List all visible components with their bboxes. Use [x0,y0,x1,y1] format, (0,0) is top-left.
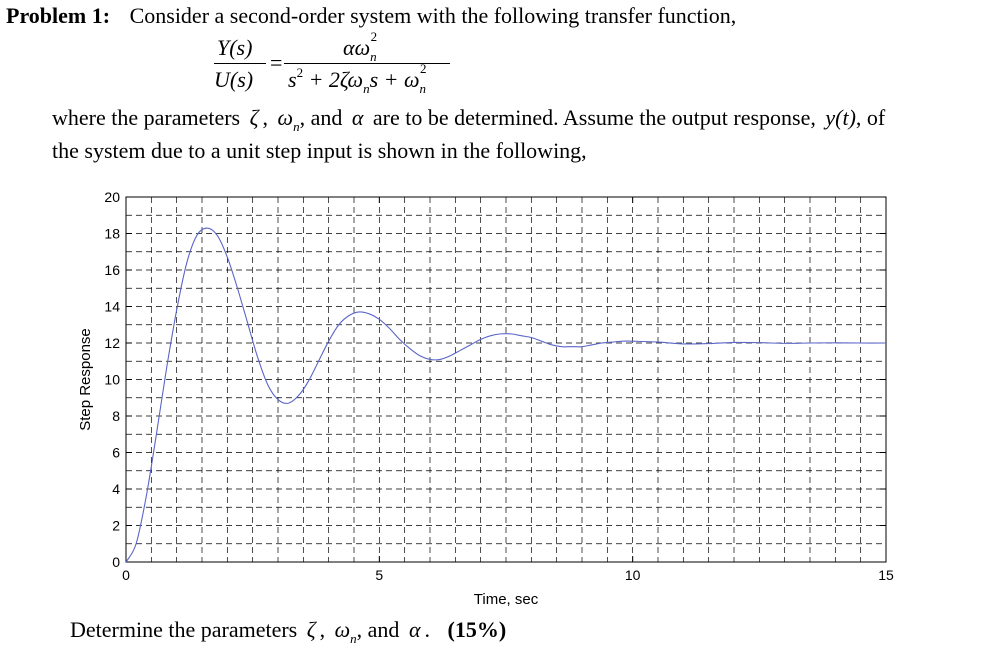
comma: , [262,105,269,130]
text-segment: , and [356,617,400,642]
text-segment: Determine the parameters [70,617,298,642]
subscript-n: n [370,49,377,64]
parameters-line: where the parameters ζ, ωn, and α are to… [52,105,885,134]
den-sub-n-1: n [363,81,370,96]
text-segment: are to be determined. Assume the output … [372,105,816,130]
lhs-fraction-bar [214,63,266,65]
y-of-t: y(t) [825,105,856,130]
x-axis-label: Time, sec [474,591,539,608]
rhs-fraction-bar [284,63,450,65]
rhs-denominator: s2 + 2ζωns + ωn2 [288,61,433,96]
alpha-symbol: α [408,617,421,642]
omega-symbol: ω [334,617,351,642]
equals-sign: = [270,50,283,75]
y-tick-label: 18 [104,226,120,242]
lhs-numerator: Y(s) [217,35,253,60]
y-tick-label: 16 [104,262,120,278]
chart-grid [126,197,886,562]
comma: , [319,617,326,642]
system-line: the system due to a unit step input is s… [52,138,587,163]
den-sup-2: 2 [420,61,427,76]
y-axis-label: Step Response [77,328,94,431]
y-tick-label: 6 [112,445,120,461]
problem-label: Problem 1: [6,3,111,28]
y-tick-label: 14 [104,299,120,315]
omega-symbol: ω [277,105,294,130]
lhs-denominator: U(s) [214,67,254,92]
alpha-symbol: α [351,105,364,130]
problem-heading: Problem 1: Consider a second-order syste… [6,3,736,29]
step-response-curve [125,227,887,563]
chart-tick-labels: 0 5 10 15 0 2 4 6 8 10 12 14 16 18 20 [104,189,894,583]
zeta-symbol: ζ [306,617,316,642]
text-segment: , of [855,105,886,130]
den-mid: + 2ζω [308,67,364,92]
x-tick-label: 10 [625,567,641,583]
den-s: s [288,67,297,92]
step-response-chart: 0 5 10 15 0 2 4 6 8 10 12 14 16 18 20 Time, sec Step R… [77,189,894,608]
question-line: Determine the parameters ζ, ωn, and α. (… [70,617,506,646]
zeta-symbol: ζ [249,105,259,130]
y-tick-label: 0 [112,554,120,570]
alpha-symbol: α [343,35,355,60]
den-sub-n-2: n [419,81,427,96]
y-tick-label: 4 [112,481,120,497]
points-badge: (15%) [447,617,507,642]
x-tick-label: 5 [375,567,383,583]
text-segment: , and [299,105,343,130]
omega-symbol: ω [354,35,371,60]
den-s-sup: 2 [296,65,304,80]
subscript-n: n [350,631,357,646]
subscript-n: n [293,119,300,134]
y-tick-label: 2 [112,518,120,534]
superscript-2: 2 [370,29,378,44]
problem-intro: Consider a second-order system with the … [129,3,737,28]
den-end: s + ω [369,67,420,92]
text-segment: where the parameters [52,105,241,130]
y-tick-label: 10 [104,372,120,388]
rhs-numerator: αωn 2 [343,29,383,64]
y-tick-label: 8 [112,408,120,424]
x-tick-label: 15 [878,567,894,583]
x-tick-label: 0 [122,567,130,583]
y-tick-label: 12 [104,335,120,351]
y-tick-label: 20 [104,189,120,205]
text-segment: . [424,617,431,642]
